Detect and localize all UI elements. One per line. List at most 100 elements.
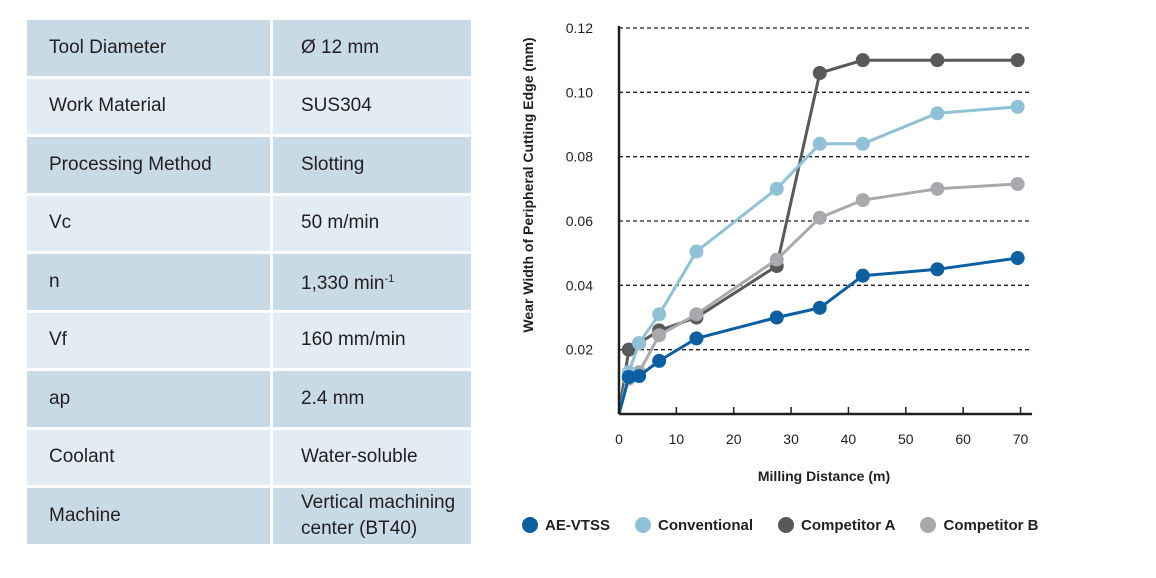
legend-label: Conventional [658, 516, 754, 534]
series-line [617, 105, 1018, 415]
legend-item: Conventional [635, 517, 753, 534]
data-point [930, 262, 945, 277]
row-label: n [27, 254, 273, 313]
table-row: Vf 160 mm/min [27, 312, 471, 371]
table-row: Work Material SUS304 [27, 78, 471, 137]
y-tick-label: 0.12 [566, 20, 593, 36]
legend-item: AE-VTSS [522, 517, 610, 534]
x-tick-label: 70 [1013, 431, 1029, 447]
data-point [769, 252, 784, 267]
data-point [812, 210, 827, 225]
row-label: Vc [27, 195, 273, 254]
chart-legend: AE-VTSS Conventional Competitor A Competito… [522, 512, 1063, 538]
series-line [617, 58, 1018, 415]
wear-width-chart: 0 10 20 30 40 50 60 700.020.040.060.080.100.12 … [520, 20, 1032, 484]
x-tick-label: 0 [615, 431, 623, 447]
table-row: Tool Diameter Ø 12 mm [27, 20, 471, 79]
legend-marker [635, 517, 652, 533]
data-point [632, 369, 647, 384]
row-value-text: Slotting [301, 153, 365, 175]
row-label: Work Material [27, 78, 273, 137]
y-axis-title: Wear Width of Peripheral Cutting Edge (m… [520, 37, 536, 332]
row-label: Vf [27, 312, 273, 371]
y-tick-label: 0.02 [566, 342, 593, 358]
data-point [855, 193, 870, 208]
data-point [855, 268, 870, 283]
data-point [1010, 99, 1025, 114]
y-tick-label: 0.08 [566, 149, 593, 165]
data-point [621, 342, 636, 357]
x-tick-label: 40 [841, 431, 857, 447]
row-value-text: Water-soluble [301, 446, 418, 468]
row-value: 2.4 mm [273, 371, 471, 430]
x-axis-title: Milling Distance (m) [758, 468, 890, 484]
row-value-text: Ø 12 mm [301, 36, 380, 58]
table-row: Processing Method Slotting [27, 137, 471, 196]
data-point [812, 136, 827, 151]
data-point [652, 328, 667, 343]
table-row: Vc 50 m/min [27, 195, 471, 254]
y-tick-label: 0.04 [566, 277, 593, 293]
data-point [812, 300, 827, 315]
row-label: Machine [27, 488, 273, 547]
row-value-exponent: -1 [384, 273, 395, 286]
row-value: SUS304 [273, 78, 471, 137]
row-value-text: 2.4 mm [301, 387, 365, 409]
data-point [1010, 53, 1025, 68]
x-tick-label: 50 [898, 431, 914, 447]
data-point [621, 370, 636, 385]
row-value: Slotting [273, 137, 471, 196]
data-point [769, 310, 784, 325]
data-point [1010, 250, 1025, 265]
x-tick-label: 30 [783, 431, 799, 447]
data-point [930, 181, 945, 196]
data-point [769, 181, 784, 196]
series-competitor-b [617, 177, 1025, 415]
axes [617, 26, 1032, 416]
legend-item: Competitor B [920, 517, 1038, 534]
row-value-text: 160 mm/min [301, 329, 406, 351]
row-value-text: 1,330 min [301, 273, 385, 295]
data-point [930, 53, 945, 68]
series-competitor-a [617, 53, 1025, 415]
row-value-text: SUS304 [301, 95, 372, 117]
row-value: Water-soluble [273, 429, 471, 488]
series-layer [617, 53, 1025, 415]
row-label: ap [27, 371, 273, 430]
row-value-text: 50 m/min [301, 212, 380, 234]
legend-marker [778, 517, 795, 533]
data-point [632, 336, 647, 351]
table-row: ap 2.4 mm [27, 371, 471, 430]
data-point [652, 307, 667, 322]
row-value: Vertical machining center (BT40) [273, 488, 471, 547]
tick-labels: 0 10 20 30 40 50 60 70 0.02 0.04 0.06 0.08 0.10 0.12 [566, 20, 1029, 447]
table-row: n 1,330 min-1 [27, 254, 471, 313]
data-point [930, 106, 945, 121]
row-label: Tool Diameter [27, 20, 273, 79]
row-value: Ø 12 mm [273, 20, 471, 79]
data-point [689, 244, 704, 259]
row-value: 1,330 min-1 [273, 254, 471, 313]
x-tick-label: 20 [726, 431, 742, 447]
row-value: 160 mm/min [273, 312, 471, 371]
x-tick-label: 60 [955, 431, 971, 447]
legend-marker [522, 517, 538, 533]
legend-label: Competitor B [943, 516, 1039, 534]
legend-item: Competitor A [778, 517, 895, 534]
data-point [812, 66, 827, 81]
grid-lines [619, 27, 1032, 351]
row-value-text: Vertical machining center (BT40) [301, 491, 456, 539]
series-ae-vtss [617, 250, 1025, 415]
series-conventional [617, 99, 1025, 415]
row-label: Processing Method [27, 137, 273, 196]
data-point [689, 331, 704, 346]
x-tick-label: 10 [669, 431, 685, 447]
data-point [1010, 177, 1025, 192]
legend-label: Competitor A [801, 516, 896, 534]
row-value: 50 m/min [273, 195, 471, 254]
data-point [689, 307, 704, 322]
y-tick-label: 0.06 [566, 213, 593, 229]
y-tick-label: 0.10 [566, 84, 593, 100]
data-point [855, 136, 870, 151]
table-row: Coolant Water-soluble [27, 429, 471, 488]
